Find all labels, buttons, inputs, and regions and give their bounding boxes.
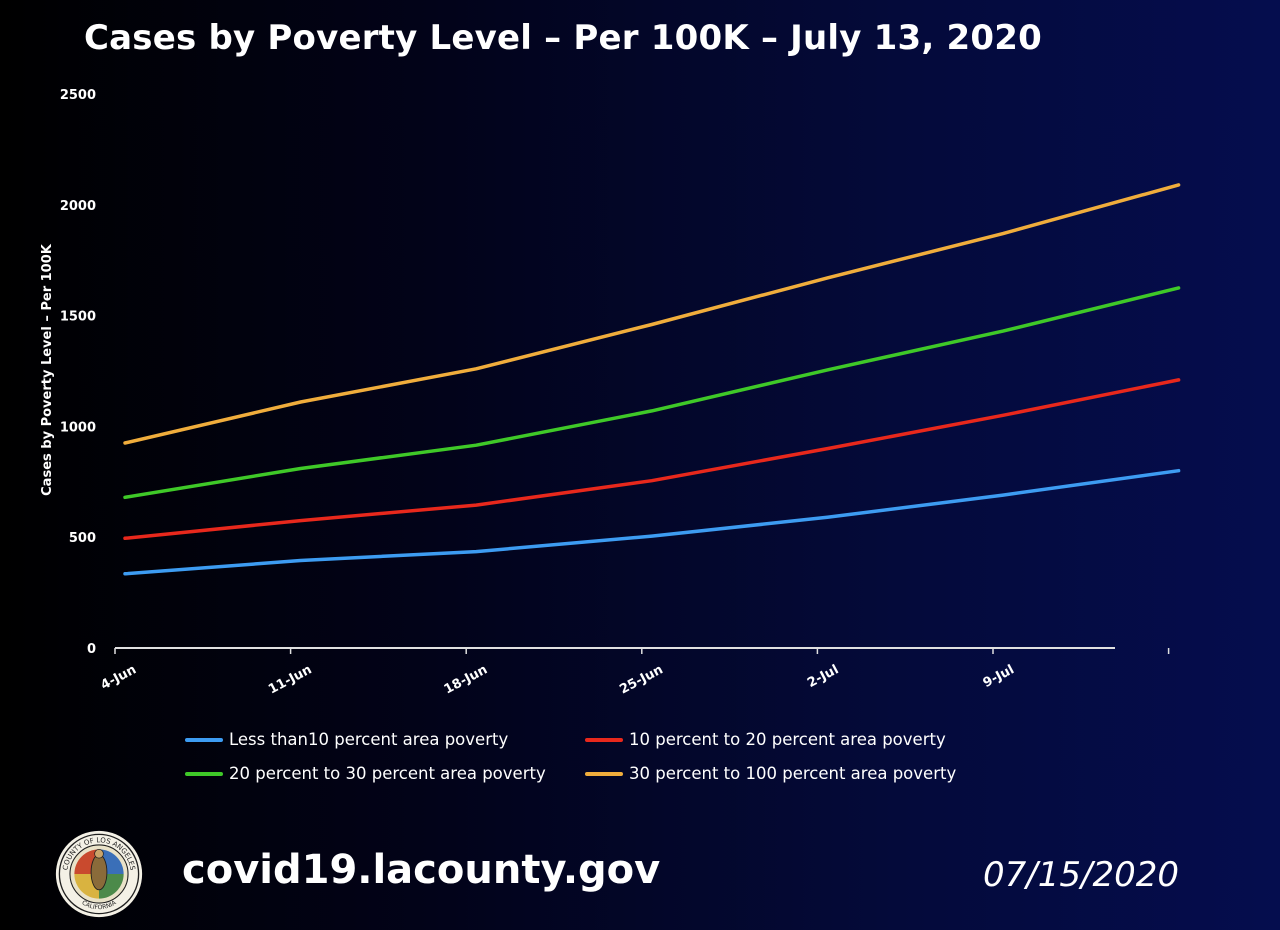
legend-swatch [185,737,223,742]
legend-label: 10 percent to 20 percent area poverty [629,730,946,749]
x-tick-label: 9-Jul [981,662,1017,691]
series-line-4 [123,183,1181,445]
y-tick-label: 0 [87,642,96,657]
y-tick-label: 2000 [60,199,96,214]
footer-date: 07/15/2020 [983,855,1179,895]
x-axis-ticks: 4-Jun 11-Jun 18-Jun 25-Jun 2-Jul 9-Jul [98,648,1170,698]
x-tick-label: 18-Jun [442,662,490,697]
legend-swatch [185,771,223,776]
series-line-1 [123,468,1181,576]
y-axis-ticks: 0 500 1000 1500 2000 2500 [60,88,96,657]
line-chart: 0 500 1000 1500 2000 2500 4-Jun 11-Jun 18-Jun 25… [40,88,1181,698]
x-tick-label: 25-Jun [617,662,665,697]
series-lines [123,183,1181,576]
y-tick-label: 1500 [60,310,96,325]
x-tick-label: 11-Jun [266,662,314,697]
legend-item-series-2: 10 percent to 20 percent area poverty [585,730,1025,749]
series-line-2 [123,378,1181,541]
y-tick-label: 500 [69,531,96,546]
y-tick-label: 2500 [60,88,96,103]
legend-swatch [585,771,623,776]
legend-label: 20 percent to 30 percent area poverty [229,764,546,783]
legend-item-series-3: 20 percent to 30 percent area poverty [185,764,585,783]
legend-item-series-1: Less than10 percent area poverty [185,730,585,749]
legend-label: 30 percent to 100 percent area poverty [629,764,957,783]
x-tick-label: 4-Jun [98,662,138,693]
county-seal-logo: COUNTY OF LOS ANGELES CALIFORNIA [55,830,143,918]
legend-swatch [585,737,623,742]
legend-item-series-4: 30 percent to 100 percent area poverty [585,764,1025,783]
site-url: covid19.lacounty.gov [182,847,661,893]
y-axis-label: Cases by Poverty Level – Per 100K [40,243,55,496]
legend: Less than10 percent area poverty 10 perc… [185,730,1045,783]
series-line-3 [123,286,1181,500]
x-tick-label: 2-Jul [805,662,841,691]
chart-title: Cases by Poverty Level – Per 100K – July… [84,18,1042,58]
legend-label: Less than10 percent area poverty [229,730,509,749]
y-tick-label: 1000 [60,420,96,435]
